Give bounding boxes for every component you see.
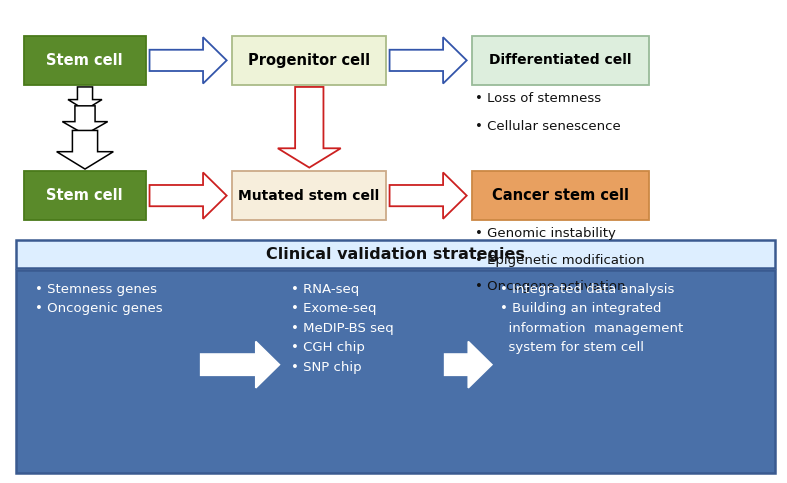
Polygon shape xyxy=(68,87,102,110)
Text: • Epigenetic modification: • Epigenetic modification xyxy=(475,254,645,267)
Text: Cancer stem cell: Cancer stem cell xyxy=(492,188,630,203)
Text: Clinical validation strategies: Clinical validation strategies xyxy=(266,246,525,262)
FancyBboxPatch shape xyxy=(232,171,386,220)
Text: • RNA-seq
• Exome-seq
• MeDIP-BS seq
• CGH chip
• SNP chip: • RNA-seq • Exome-seq • MeDIP-BS seq • C… xyxy=(291,283,394,373)
Polygon shape xyxy=(390,37,467,84)
Text: • Cellular senescence: • Cellular senescence xyxy=(475,120,620,133)
Text: • Integrated data analysis
• Building an integrated
  information  management
  : • Integrated data analysis • Building an… xyxy=(500,283,683,354)
FancyBboxPatch shape xyxy=(472,36,649,85)
Polygon shape xyxy=(390,172,467,219)
FancyBboxPatch shape xyxy=(16,270,775,473)
Text: Differentiated cell: Differentiated cell xyxy=(490,54,632,67)
Text: Stem cell: Stem cell xyxy=(46,53,123,68)
Polygon shape xyxy=(278,87,341,168)
Text: • Stemness genes
• Oncogenic genes: • Stemness genes • Oncogenic genes xyxy=(35,283,163,315)
FancyBboxPatch shape xyxy=(24,171,146,220)
Text: Stem cell: Stem cell xyxy=(46,188,123,203)
Text: • Genomic instability: • Genomic instability xyxy=(475,227,615,240)
FancyBboxPatch shape xyxy=(24,36,146,85)
Polygon shape xyxy=(62,106,108,135)
Polygon shape xyxy=(445,341,492,388)
Polygon shape xyxy=(150,37,227,84)
Text: Progenitor cell: Progenitor cell xyxy=(248,53,370,68)
FancyBboxPatch shape xyxy=(232,36,386,85)
Text: Mutated stem cell: Mutated stem cell xyxy=(238,189,379,202)
Text: • Oncogene activation: • Oncogene activation xyxy=(475,280,625,293)
Text: • Loss of stemness: • Loss of stemness xyxy=(475,92,600,105)
FancyBboxPatch shape xyxy=(472,171,649,220)
Polygon shape xyxy=(57,130,113,169)
Polygon shape xyxy=(201,341,279,388)
FancyBboxPatch shape xyxy=(16,240,775,268)
Polygon shape xyxy=(150,172,227,219)
